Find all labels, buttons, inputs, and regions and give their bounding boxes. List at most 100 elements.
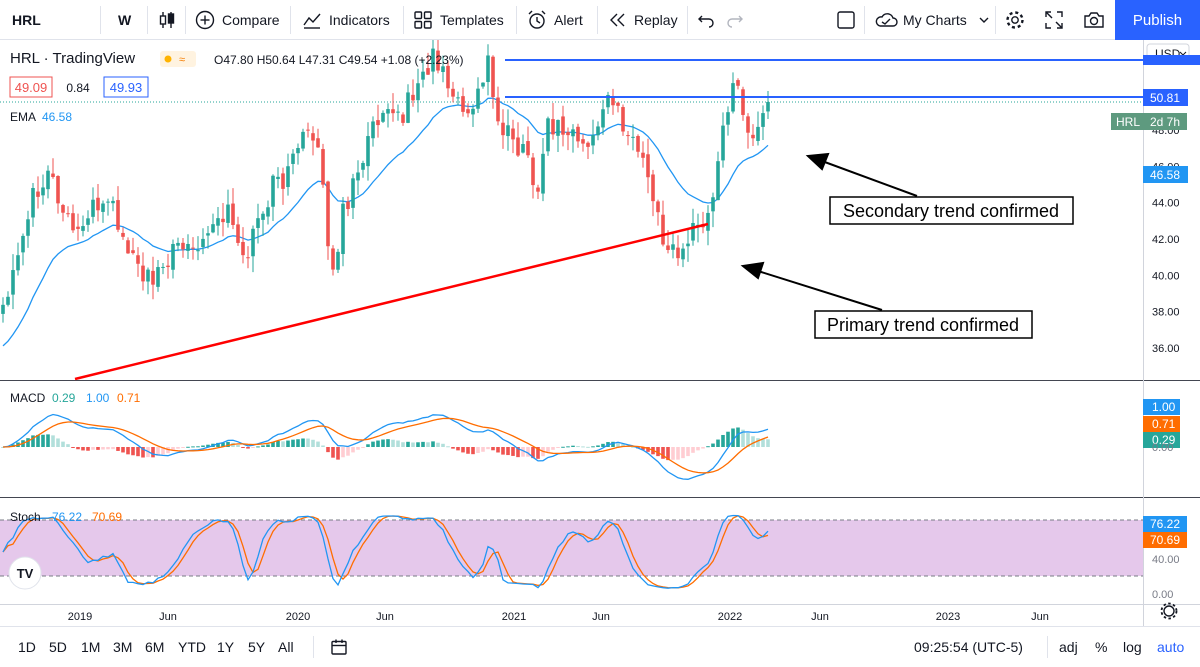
secondary-arrow[interactable] — [805, 152, 918, 197]
chart-type-button[interactable] — [157, 0, 177, 39]
macd-histogram-bar — [531, 447, 535, 459]
macd-histogram-bar — [556, 447, 560, 448]
candle — [726, 106, 730, 136]
candle-body — [16, 255, 20, 271]
calendar-icon — [331, 639, 347, 655]
candle — [336, 248, 340, 273]
range-all[interactable]: All — [278, 639, 294, 655]
my-charts-button[interactable]: My Charts — [873, 0, 991, 39]
macd-histogram-bar — [591, 446, 595, 448]
log-scale-toggle[interactable]: log — [1123, 639, 1142, 655]
macd-pane — [1, 413, 770, 480]
macd-histogram-bar — [66, 444, 70, 447]
undo-button[interactable] — [697, 0, 715, 39]
clock-timezone[interactable]: 09:25:54 (UTC-5) — [914, 639, 1023, 655]
range-3m[interactable]: 3M — [113, 639, 133, 655]
bid-box[interactable] — [9, 76, 53, 98]
alarm-clock-icon — [528, 10, 546, 29]
chart-area[interactable]: Secondary trend confirmed Primary trend … — [0, 40, 1200, 626]
symbol-search[interactable]: HRL — [12, 11, 41, 28]
candle — [736, 78, 740, 90]
fullscreen-layout-button[interactable] — [836, 0, 856, 39]
macd-histogram-bar — [366, 444, 370, 447]
time-axis[interactable]: 2019 Jun 2020 Jun 2021 Jun 2022 Jun 2023 Jun — [68, 611, 1049, 623]
indicators-button[interactable]: Indicators — [302, 0, 390, 39]
last-price-badge[interactable]: HRL 2d 7h — [1111, 113, 1187, 130]
range-6m[interactable]: 6M — [145, 639, 165, 655]
candle-body — [631, 136, 635, 138]
secondary-trend-label-box[interactable] — [829, 196, 1074, 225]
range-5y[interactable]: 5Y — [248, 639, 266, 655]
market-status-badges[interactable]: ≈ — [160, 51, 196, 67]
macd-histogram-bar — [176, 447, 180, 449]
publish-button[interactable]: Publish — [1115, 0, 1200, 40]
time-axis-settings[interactable] — [1160, 602, 1178, 620]
candle-body — [416, 83, 420, 101]
candle — [711, 192, 715, 228]
macd-histogram-bar — [126, 447, 130, 455]
macd-axis[interactable]: 1.00 0.71 0.29 0.00 — [1143, 399, 1180, 454]
legend-title[interactable]: HRL · TradingView — [10, 50, 135, 67]
tradingview-logo[interactable]: TV — [8, 556, 42, 590]
candle-body — [166, 265, 170, 268]
candle-body — [321, 149, 325, 185]
time-tick: Jun — [376, 611, 394, 623]
replay-button[interactable]: Replay — [608, 0, 678, 39]
time-tick: 2019 — [68, 611, 92, 623]
range-1m[interactable]: 1M — [81, 639, 101, 655]
candle-body — [176, 242, 180, 246]
macd-histogram-bar — [451, 447, 455, 449]
candle-body — [206, 233, 210, 236]
range-1d[interactable]: 1D — [18, 639, 36, 655]
auto-scale-toggle[interactable]: auto — [1157, 639, 1185, 655]
settings-button[interactable] — [1004, 0, 1026, 39]
fullscreen-button[interactable] — [1044, 0, 1064, 39]
interval-button[interactable]: W — [118, 11, 132, 28]
candle — [216, 207, 220, 236]
range-ytd[interactable]: YTD — [178, 639, 206, 655]
candle-body — [641, 152, 645, 158]
macd-histogram-bar — [746, 433, 750, 447]
percent-scale-toggle[interactable]: % — [1095, 639, 1108, 655]
primary-trend-label-box[interactable] — [814, 310, 1033, 339]
range-5d[interactable]: 5D — [49, 639, 67, 655]
templates-button[interactable]: Templates — [413, 0, 504, 39]
candle-body — [511, 128, 515, 140]
go-to-date-button[interactable] — [330, 627, 348, 667]
snapshot-button[interactable] — [1083, 0, 1105, 39]
candle — [516, 122, 520, 158]
redo-button[interactable] — [726, 0, 744, 39]
macd-histogram-bar — [321, 445, 325, 447]
last-price-symbol: HRL — [1116, 115, 1140, 129]
candle-body — [146, 269, 150, 282]
candle-body — [556, 119, 560, 136]
candle-body — [486, 55, 490, 83]
gear-icon — [1163, 605, 1175, 617]
ema-legend-label[interactable]: EMA — [10, 110, 36, 124]
candle — [316, 128, 320, 148]
macd-histogram-bar — [251, 447, 255, 448]
macd-legend-label[interactable]: MACD — [10, 391, 46, 405]
macd-histogram-bar — [286, 440, 290, 447]
resistance-price-badge[interactable]: 50.81 — [1143, 55, 1200, 106]
alert-button[interactable]: Alert — [526, 0, 583, 39]
macd-histogram-bar — [161, 447, 165, 455]
candle — [681, 243, 685, 268]
compare-label: Compare — [222, 11, 280, 28]
uptrend-line[interactable] — [74, 222, 709, 381]
candle-body — [751, 134, 755, 139]
candle — [571, 124, 575, 153]
ema-price-badge[interactable]: 46.58 — [1143, 166, 1188, 183]
range-1y[interactable]: 1Y — [217, 639, 235, 655]
macd-histogram-bar — [716, 439, 720, 447]
compare-button[interactable]: Compare — [195, 0, 280, 39]
stoch-axis[interactable]: 76.22 70.69 40.00 0.00 — [1143, 516, 1187, 601]
stoch-legend-label[interactable]: Stoch — [10, 510, 41, 524]
adjust-toggle[interactable]: adj — [1059, 639, 1078, 655]
time-tick: Jun — [811, 611, 829, 623]
primary-arrow[interactable] — [740, 261, 883, 311]
candle — [601, 99, 605, 135]
macd-histogram-bar — [656, 447, 660, 457]
ask-box[interactable] — [103, 76, 149, 98]
candle-body — [136, 255, 140, 264]
